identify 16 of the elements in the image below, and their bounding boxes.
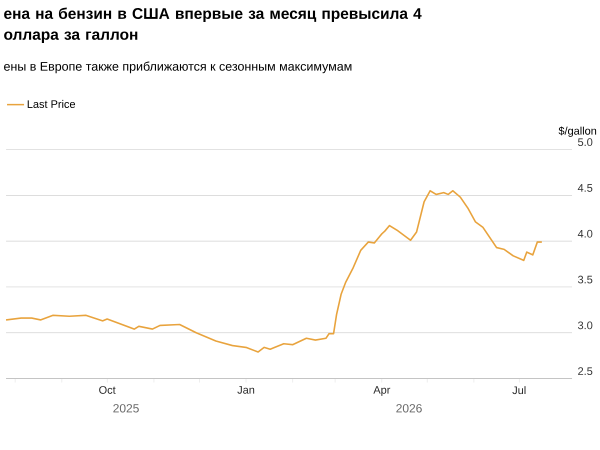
y-tick-label: 4.0 — [578, 230, 592, 238]
chart-subtitle: ены в Европе также приближаются к сезонным максимумам — [4, 62, 352, 74]
x-tick-label: Apr — [373, 386, 390, 396]
y-axis-title: $/gallon — [558, 126, 596, 137]
y-tick-label: 4.5 — [578, 184, 592, 192]
y-tick-label: 3.5 — [578, 276, 592, 284]
y-tick-label: 2.5 — [578, 367, 592, 376]
y-tick-label: 3.0 — [578, 321, 592, 330]
text: 2025 — [113, 404, 139, 413]
x-tick-label: Jan — [237, 386, 254, 394]
chart-title: ена на бензин в США впервые за месяц превысила 4 оллара за галлон — [4, 8, 422, 43]
y-tick-label: 5.0 — [578, 138, 592, 146]
x-tick-label: Jul — [512, 386, 526, 394]
text: 2026 — [396, 404, 422, 413]
x-tick-label: Oct — [99, 386, 116, 394]
legend-label: Last Price — [28, 100, 76, 108]
